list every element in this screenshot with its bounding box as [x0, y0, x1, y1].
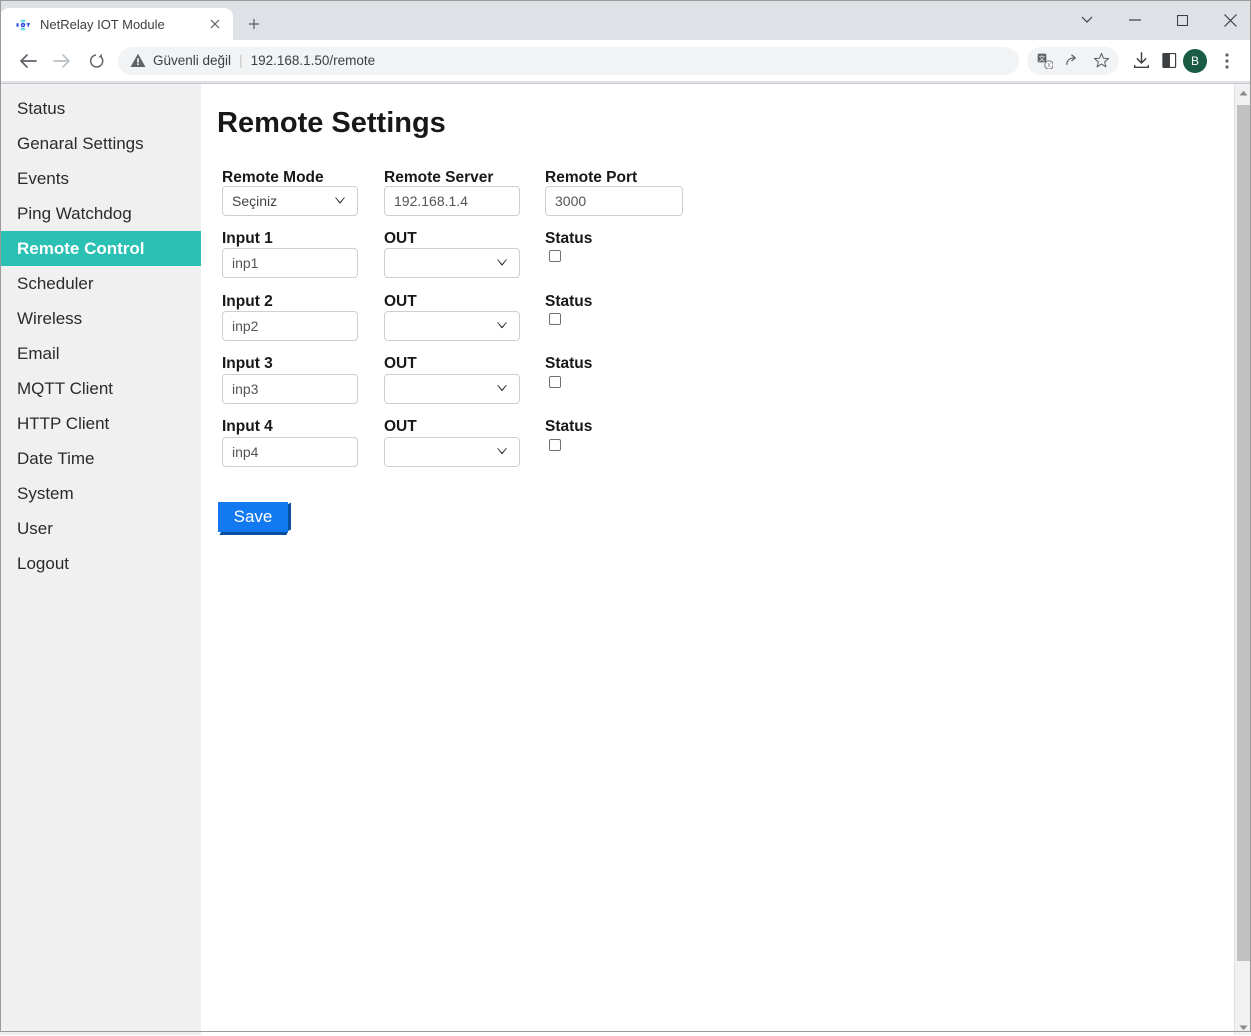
svg-text:X: X	[1047, 63, 1051, 69]
svg-text:文: 文	[1039, 53, 1046, 62]
